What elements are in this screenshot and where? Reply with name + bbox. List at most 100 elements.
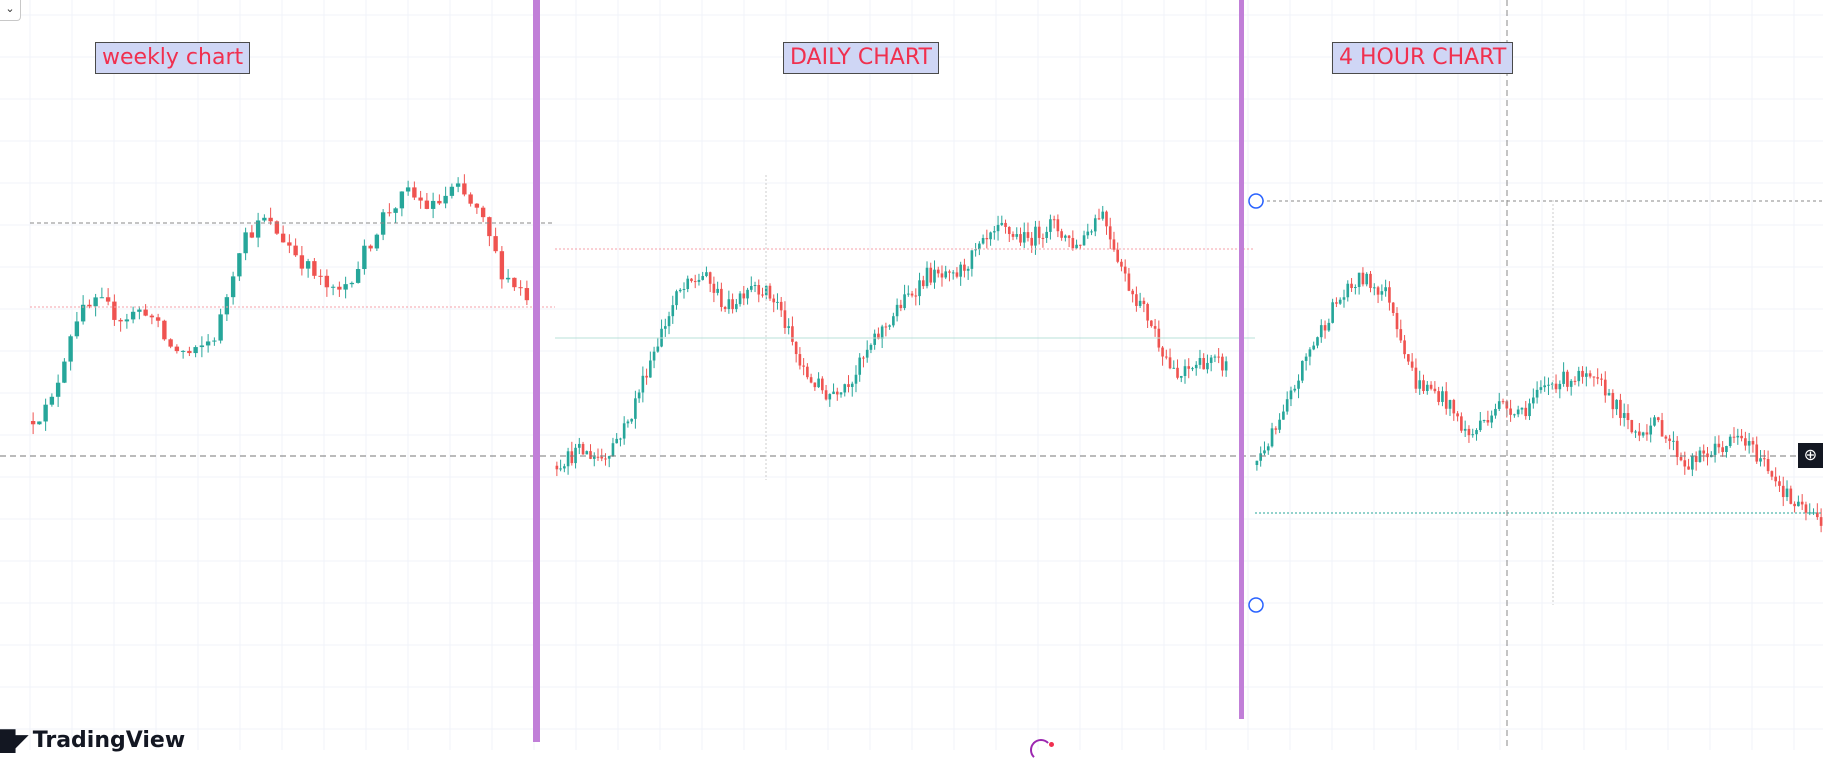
candle-body <box>1672 440 1675 442</box>
candle-body <box>921 280 925 287</box>
candle-body <box>1183 366 1187 376</box>
candle-body <box>1509 408 1512 415</box>
candle-body <box>1713 443 1717 455</box>
plus-circle-icon[interactable]: ⊕ <box>1798 443 1823 468</box>
candle-body <box>1255 460 1259 465</box>
candle-body <box>828 394 832 400</box>
candle-body <box>611 443 615 457</box>
candle-body <box>1422 380 1425 392</box>
candle-body <box>1380 291 1384 295</box>
tradingview-mark-icon: █◤ <box>0 728 29 753</box>
candle-body <box>899 304 903 309</box>
candle-body <box>1577 370 1581 382</box>
candle-body <box>1301 360 1304 381</box>
candle-body <box>1569 380 1573 387</box>
candle-body <box>1164 356 1168 358</box>
candle-body <box>1664 436 1668 439</box>
candle-body <box>1391 302 1395 313</box>
candle-body <box>1108 226 1112 240</box>
candle-body <box>1213 356 1217 358</box>
candle-body <box>455 183 461 187</box>
candle-body <box>873 333 876 345</box>
candle-body <box>1384 287 1387 292</box>
candle-body <box>443 195 448 204</box>
candle-body <box>43 404 48 422</box>
candle-body <box>55 382 61 397</box>
candle-body <box>1052 219 1056 221</box>
candle-body <box>1045 231 1048 238</box>
candle-body <box>268 217 273 222</box>
candle-body <box>1425 384 1429 392</box>
candle-body <box>1079 244 1082 246</box>
candle-body <box>712 283 716 293</box>
candle-body <box>1131 290 1134 295</box>
candle-body <box>1630 420 1634 433</box>
candle-body <box>374 234 380 249</box>
candle-body <box>1224 361 1228 371</box>
candle-body <box>393 208 398 213</box>
candle-body <box>1520 407 1524 410</box>
candle-body <box>735 304 738 310</box>
candle-body <box>1486 420 1490 423</box>
candle-body <box>630 418 633 422</box>
candle-body <box>1732 436 1736 438</box>
candle-body <box>1755 444 1759 462</box>
candle-body <box>686 278 690 290</box>
candle-body <box>862 357 865 359</box>
candle-body <box>30 421 36 425</box>
candle-body <box>570 451 574 464</box>
candle-body <box>1112 239 1116 250</box>
candle-body <box>559 468 562 470</box>
drawing-handle-bottom <box>1248 597 1264 613</box>
candle-body <box>847 384 850 387</box>
candle-body <box>963 264 966 271</box>
candle-body <box>1022 232 1026 243</box>
candle-body <box>1161 347 1164 357</box>
candle-body <box>1319 325 1323 338</box>
candle-body <box>1372 287 1376 289</box>
candle-body <box>1388 287 1391 303</box>
candle-body <box>1274 428 1278 430</box>
candle-body <box>966 268 970 271</box>
candle-body <box>468 194 473 204</box>
candle-body <box>199 345 205 348</box>
candle-body <box>918 280 921 297</box>
candle-body <box>68 336 73 362</box>
candle-body <box>1266 446 1270 451</box>
candle-body <box>1698 450 1702 463</box>
candle-body <box>1497 401 1501 409</box>
candle-body <box>1645 432 1649 435</box>
candle-body <box>1585 373 1588 377</box>
candle-body <box>1615 399 1618 410</box>
candle-body <box>1762 458 1766 460</box>
candle-body <box>1573 380 1577 382</box>
chevron-down-icon[interactable]: ⌄ <box>0 0 21 21</box>
candle-body <box>936 269 940 274</box>
candle-body <box>649 360 652 378</box>
candle-body <box>1090 231 1093 233</box>
candle-body <box>641 375 645 393</box>
candle-body <box>1581 370 1584 377</box>
candle-body <box>892 316 895 326</box>
candle-body <box>1030 237 1034 246</box>
candle-body <box>1323 325 1327 331</box>
candle-body <box>1706 453 1709 458</box>
candle-body <box>1146 304 1149 321</box>
candle-body <box>499 251 505 280</box>
candle-body <box>1289 390 1293 400</box>
candle-body <box>362 245 367 270</box>
candle-body <box>449 186 455 196</box>
candle-body <box>280 233 286 243</box>
candle-body <box>1467 428 1471 436</box>
candle-body <box>716 288 719 293</box>
weekly-chart-label[interactable]: weekly chart <box>95 42 251 74</box>
candle-body <box>524 288 530 301</box>
candle-body <box>1105 211 1108 227</box>
candle-body <box>1524 407 1528 417</box>
candle-body <box>149 315 155 318</box>
daily-chart-label[interactable]: DAILY CHART <box>783 42 939 74</box>
four-hour-chart-label[interactable]: 4 HOUR CHART <box>1332 42 1514 74</box>
candle-body <box>776 301 779 303</box>
